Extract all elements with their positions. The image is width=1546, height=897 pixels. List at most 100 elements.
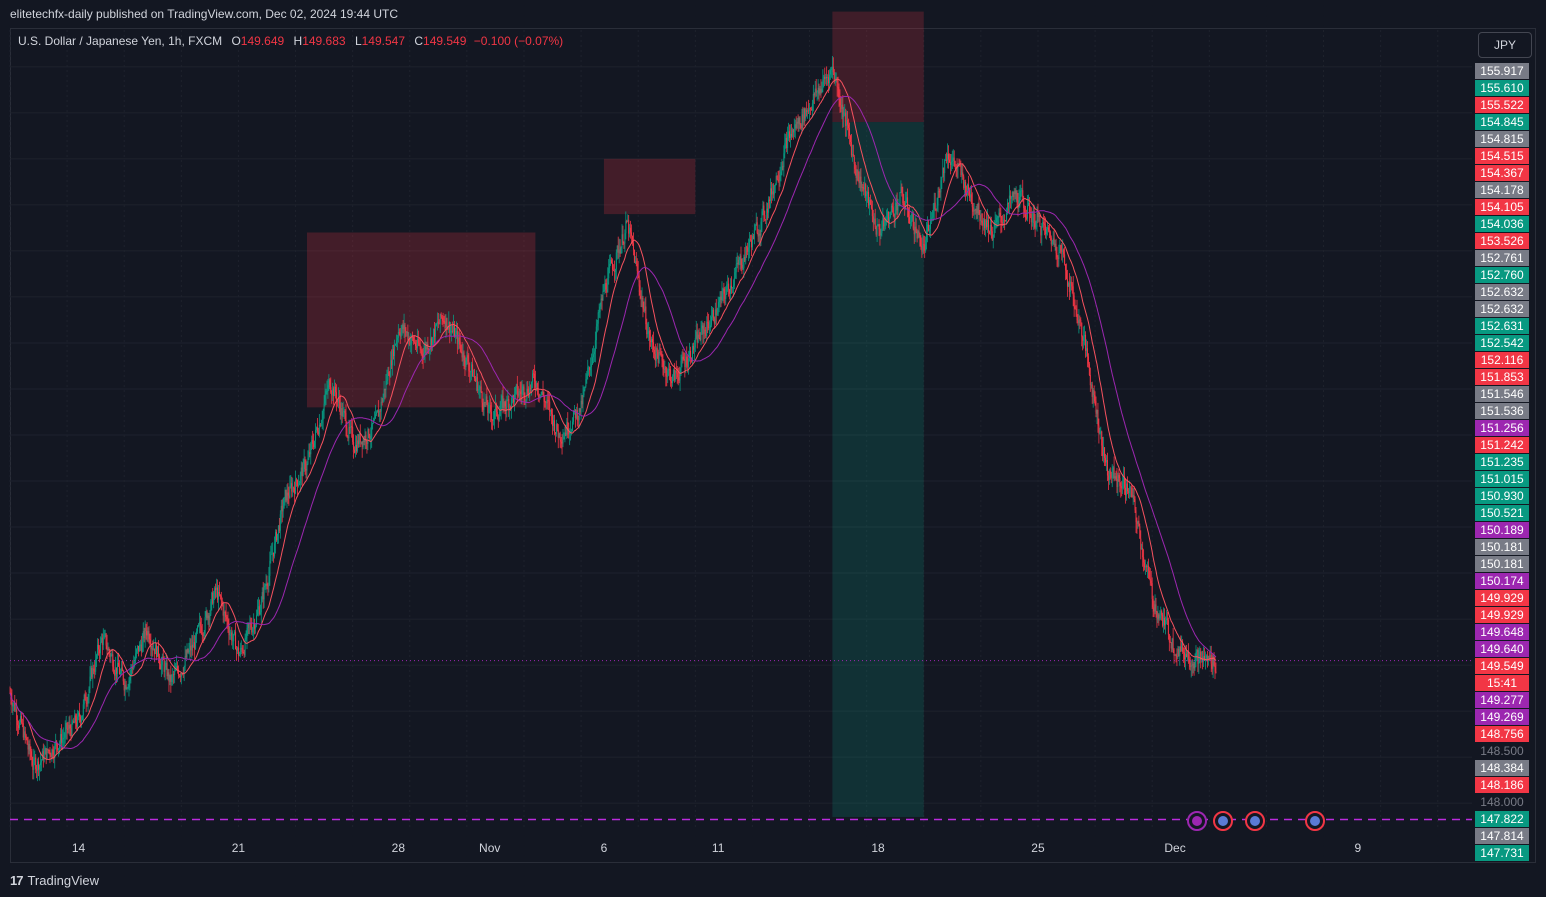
candle-body [612, 269, 614, 271]
candle-body [64, 730, 66, 738]
symbol-title[interactable]: U.S. Dollar / Japanese Yen, 1h, FXCM [18, 34, 223, 48]
price-label: 147.814 [1480, 829, 1524, 843]
price-label-box [1475, 250, 1529, 266]
candle-body [582, 395, 584, 405]
candle-body [791, 129, 793, 137]
candle-body [833, 72, 835, 80]
candle-body [809, 107, 811, 109]
change-value: −0.100 (−0.07%) [473, 34, 564, 48]
candle-body [1036, 212, 1038, 222]
candle-body [626, 221, 628, 222]
candle-body [810, 108, 812, 111]
symbol-legend[interactable]: U.S. Dollar / Japanese Yen, 1h, FXCM O14… [18, 34, 563, 48]
candle-body [1156, 611, 1158, 620]
candle-body [1008, 195, 1010, 204]
candle-body [554, 432, 556, 434]
candle-body [147, 631, 149, 636]
candle-body [1037, 212, 1039, 218]
candle-body [751, 235, 753, 248]
candle-body [1046, 227, 1048, 229]
candle-body [988, 231, 990, 234]
candle-body [1107, 475, 1109, 480]
candle-body [854, 163, 856, 169]
candle-body [799, 117, 801, 125]
candle-body [903, 203, 905, 206]
price-label-box [1475, 97, 1529, 113]
candle-body [805, 110, 807, 119]
candle-body [1083, 336, 1085, 341]
candle-body [358, 433, 360, 445]
candle-body [1207, 656, 1209, 662]
candle-body [508, 399, 510, 410]
candle-body [589, 367, 591, 371]
candle-body [915, 226, 917, 233]
candle-body [962, 172, 964, 177]
candle-body [1099, 432, 1101, 434]
candle-body [346, 428, 348, 437]
tradingview-brand[interactable]: 17 TradingView [10, 873, 99, 888]
candle-body [447, 327, 449, 330]
candle-body [23, 731, 25, 738]
candle-body [604, 283, 606, 291]
chart-frame[interactable] [10, 28, 1536, 863]
price-chart[interactable]: 14 21 28 Nov 6 11 18 25 Dec 9 155.917 155.610 155.5… [0, 0, 1546, 866]
candle-body [191, 644, 193, 651]
candle-body [360, 441, 362, 443]
candle-body [1035, 221, 1037, 228]
candle-body [519, 391, 521, 393]
candle-body [1185, 654, 1187, 657]
candle-body [339, 403, 341, 416]
candle-body [169, 674, 171, 682]
candle-body [234, 631, 236, 635]
price-label: 147.822 [1480, 812, 1524, 826]
candle-body [314, 440, 316, 448]
candle-body [242, 651, 244, 653]
candle-body [251, 627, 253, 633]
candle-body [662, 360, 664, 370]
candle-body [695, 331, 697, 339]
candle-body [79, 716, 81, 723]
candle-body [90, 668, 92, 677]
candle-body [740, 255, 742, 265]
price-label: 154.515 [1480, 149, 1524, 163]
candle-body [1088, 363, 1090, 376]
candle-body [124, 684, 126, 691]
candle-body [934, 202, 936, 209]
candle-body [989, 224, 991, 234]
candle-body [195, 635, 197, 650]
candle-body [1072, 286, 1074, 296]
candle-body [384, 388, 386, 391]
candle-body [372, 422, 374, 425]
candle-body [1149, 578, 1151, 581]
candle-body [1175, 654, 1177, 657]
candle-body [69, 725, 71, 729]
candle-body [459, 341, 461, 345]
candle-body [1054, 243, 1056, 246]
candle-body [1106, 460, 1107, 463]
candle-body [435, 323, 437, 326]
candle-body [495, 403, 497, 412]
candle-body [694, 338, 696, 348]
price-label-box [1475, 148, 1529, 164]
candle-body [768, 199, 770, 213]
candle-body [1157, 614, 1159, 620]
candle-body [974, 210, 976, 211]
candle-body [1110, 474, 1112, 478]
price-label-box [1475, 199, 1529, 215]
candle-body [440, 313, 442, 317]
candle-body [1114, 476, 1116, 479]
candle-body [1003, 219, 1005, 224]
candle-body [335, 386, 337, 393]
candle-body [549, 401, 551, 412]
price-label: 154.845 [1480, 115, 1524, 129]
candle-body [226, 616, 228, 620]
candle-body [1164, 617, 1166, 626]
candle-body [75, 715, 77, 722]
candle-body [132, 666, 134, 669]
candle-body [276, 531, 278, 541]
candle-body [622, 234, 624, 243]
candle-body [417, 339, 419, 343]
currency-selector[interactable]: JPY [1478, 32, 1532, 58]
candle-body [948, 159, 950, 163]
candle-body [183, 666, 185, 675]
